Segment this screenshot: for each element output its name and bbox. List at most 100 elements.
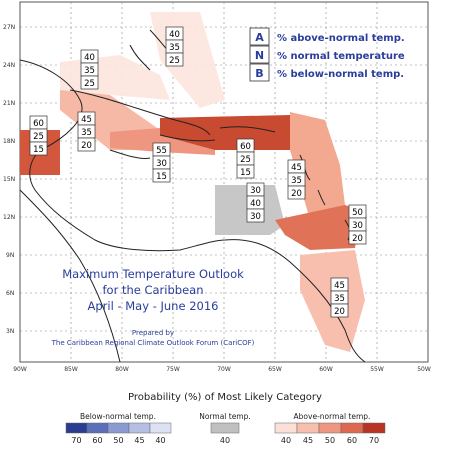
probability-box: 40 35 25 — [80, 49, 99, 90]
legend-tick: 50 — [113, 436, 123, 445]
region-trinidad — [275, 205, 360, 250]
below-value: 20 — [81, 141, 92, 151]
probability-box: 60 25 15 — [236, 138, 255, 179]
legend-swatch — [340, 422, 364, 434]
normal-value: 30 — [352, 221, 363, 231]
legend-tick: 60 — [92, 436, 102, 445]
above-value: 30 — [250, 186, 261, 196]
normal-value: 25 — [33, 132, 44, 142]
legend-swatch — [362, 422, 386, 434]
lon-label: 85W — [64, 366, 78, 373]
above-value: 55 — [156, 146, 167, 156]
legend-tick: 70 — [71, 436, 81, 445]
key-text: % below-normal temp. — [277, 69, 404, 80]
probability-box: 45 35 20 — [287, 159, 306, 200]
key-letter-box — [249, 63, 270, 82]
longitude-labels: 90W 85W 80W 75W 70W 65W 60W 55W 50W — [13, 366, 431, 373]
lat-label: 15N — [3, 176, 15, 183]
below-value: 20 — [334, 307, 345, 317]
below-value: 25 — [169, 56, 180, 66]
lat-label: 6N — [6, 290, 14, 297]
probability-box: 30 40 30 — [246, 182, 265, 223]
legend-tick: 40 — [281, 436, 291, 445]
normal-value: 30 — [156, 159, 167, 169]
probability-box: 55 30 15 — [152, 142, 171, 183]
probability-boxes: 40 35 25 40 35 25 60 25 15 45 35 — [29, 26, 367, 318]
legend-above-ticks: 40 45 50 60 70 — [281, 436, 379, 445]
legend-swatch — [128, 422, 151, 434]
prepared-by-label: Prepared by — [132, 329, 174, 337]
legend-above-swatches — [274, 422, 386, 434]
above-value: 60 — [33, 119, 44, 129]
legend-below-ticks: 70 60 50 45 40 — [71, 436, 165, 445]
normal-value: 35 — [334, 294, 345, 304]
coastlines — [19, 29, 366, 363]
above-value: 40 — [84, 53, 95, 63]
probability-box: 45 35 20 — [330, 277, 349, 318]
lon-label: 55W — [370, 366, 384, 373]
normal-value: 35 — [169, 43, 180, 53]
legend-heading: Probability (%) of Most Likely Category — [128, 392, 322, 403]
legend-tick: 60 — [347, 436, 357, 445]
above-value: 45 — [334, 281, 345, 291]
map-season: April - May - June 2016 — [88, 299, 219, 313]
legend-swatch — [318, 422, 342, 434]
prepared-by-org: The Caribbean Regional Climate Outlook F… — [51, 339, 255, 347]
lon-label: 80W — [115, 366, 129, 373]
normal-value: 35 — [84, 66, 95, 76]
lat-label: 3N — [6, 328, 14, 335]
key-text: % above-normal temp. — [277, 33, 405, 44]
lat-label: 21N — [3, 100, 15, 107]
category-key: A % above-normal temp. N % normal temper… — [249, 27, 405, 82]
probability-box: 45 35 20 — [77, 111, 96, 152]
map-title-block: Maximum Temperature Outlook for the Cari… — [51, 267, 255, 347]
key-letter: A — [255, 31, 264, 44]
probability-legend: Probability (%) of Most Likely Category … — [65, 392, 386, 445]
below-value: 15 — [156, 172, 167, 182]
legend-normal-label: Normal temp. — [199, 412, 251, 421]
legend-below-swatches — [65, 422, 172, 434]
legend-swatch — [274, 422, 298, 434]
map-subtitle: for the Caribbean — [102, 283, 203, 297]
lon-label: 65W — [268, 366, 282, 373]
lon-label: 60W — [319, 366, 333, 373]
below-value: 30 — [250, 212, 261, 222]
lat-label: 9N — [6, 252, 14, 259]
legend-swatch — [65, 422, 88, 434]
lon-label: 50W — [417, 366, 431, 373]
legend-swatch — [86, 422, 109, 434]
legend-swatch — [296, 422, 320, 434]
probability-box: 60 25 15 — [29, 115, 48, 156]
legend-swatch — [149, 422, 172, 434]
probability-box: 50 30 20 — [348, 204, 367, 245]
key-text: % normal temperature — [277, 51, 405, 62]
below-value: 15 — [33, 145, 44, 155]
above-value: 50 — [352, 208, 363, 218]
lat-label: 27N — [3, 24, 15, 31]
above-value: 40 — [169, 30, 180, 40]
region-greater-antilles — [160, 115, 290, 150]
lat-label: 24N — [3, 62, 15, 69]
key-letter-box — [249, 45, 270, 64]
lon-label: 90W — [13, 366, 27, 373]
lon-label: 70W — [217, 366, 231, 373]
key-letter: N — [255, 49, 264, 62]
legend-tick: 50 — [325, 436, 335, 445]
normal-value: 40 — [250, 199, 261, 209]
legend-below-label: Below-normal temp. — [80, 412, 156, 421]
key-letter-box — [249, 27, 270, 46]
normal-value: 25 — [240, 155, 251, 165]
above-value: 45 — [291, 163, 302, 173]
below-value: 25 — [84, 79, 95, 89]
legend-normal-tick: 40 — [220, 436, 230, 445]
below-value: 20 — [352, 234, 363, 244]
above-value: 60 — [240, 142, 251, 152]
above-value: 45 — [81, 115, 92, 125]
lat-label: 12N — [3, 214, 15, 221]
legend-tick: 70 — [369, 436, 379, 445]
lon-label: 75W — [166, 366, 180, 373]
legend-tick: 40 — [155, 436, 165, 445]
legend-normal-swatch — [210, 422, 240, 434]
lat-label: 18N — [3, 138, 15, 145]
